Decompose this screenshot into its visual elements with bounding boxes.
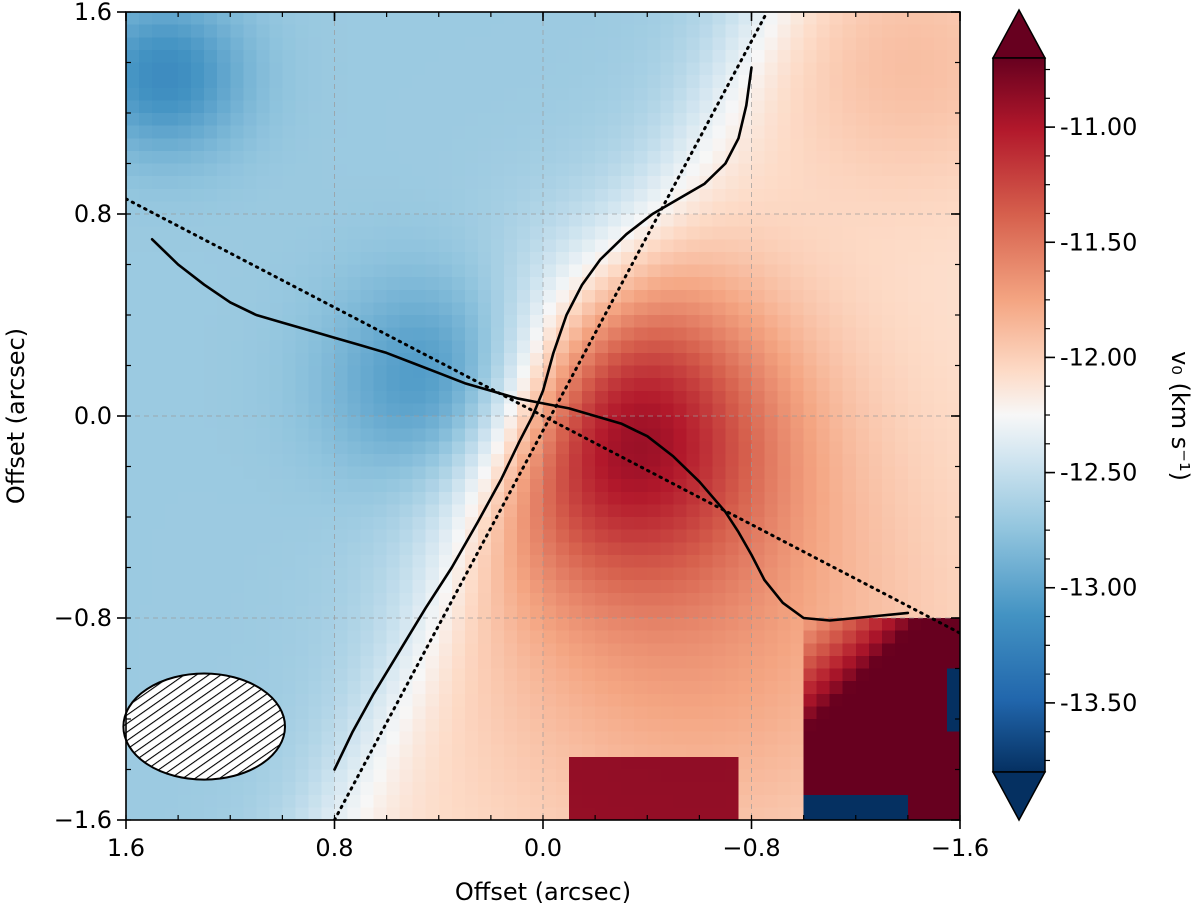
x-tick-label: 0.8 xyxy=(315,834,353,862)
colorbar-tick-label: -11.00 xyxy=(1060,113,1137,141)
y-tick-label: 0.0 xyxy=(74,402,112,430)
dotted-line-shallow xyxy=(126,197,960,635)
dotted-line-steep xyxy=(333,12,769,820)
colorbar-ticks: -11.00 -11.50 -12.00 -12.50 -13.00 -13.50 xyxy=(1045,68,1137,762)
colorbar: -11.00 -11.50 -12.00 -12.50 -13.00 -13.50 v₀ … xyxy=(991,8,1194,822)
curve-steep xyxy=(333,66,753,771)
y-axis-label: Offset (arcsec) xyxy=(2,328,30,504)
x-tick-label: −0.8 xyxy=(722,834,780,862)
colorbar-tick-label: -13.00 xyxy=(1060,574,1137,602)
y-tick-label: −0.8 xyxy=(54,604,112,632)
series-layer xyxy=(126,12,960,820)
y-tick-label: −1.6 xyxy=(54,806,112,834)
x-tick-label: 0.0 xyxy=(524,834,562,862)
axis-ticks xyxy=(117,11,961,829)
axis-tick-labels: 1.6 0.8 0.0 −0.8 −1.61.60.80.0−0.8−1.6 xyxy=(54,0,989,862)
x-tick-label: 1.6 xyxy=(107,834,145,862)
colorbar-extend-bottom xyxy=(991,771,1047,822)
colorbar-extend-top xyxy=(991,8,1047,59)
colorbar-gradient xyxy=(992,57,1046,773)
colorbar-tick-label: -11.50 xyxy=(1060,228,1137,256)
x-axis-label: Offset (arcsec) xyxy=(455,878,631,906)
colorbar-tick-label: -13.50 xyxy=(1060,689,1137,717)
y-tick-label: 0.8 xyxy=(74,200,112,228)
beam-ellipse xyxy=(122,672,286,781)
colorbar-label: v₀ (km s⁻¹) xyxy=(1166,351,1194,481)
colorbar-tick-label: -12.50 xyxy=(1060,459,1137,487)
beam-layer xyxy=(122,672,286,781)
y-tick-label: 1.6 xyxy=(74,0,112,26)
x-tick-label: −1.6 xyxy=(931,834,989,862)
colorbar-tick-label: -12.00 xyxy=(1060,343,1137,371)
curve-shallow xyxy=(150,238,910,622)
